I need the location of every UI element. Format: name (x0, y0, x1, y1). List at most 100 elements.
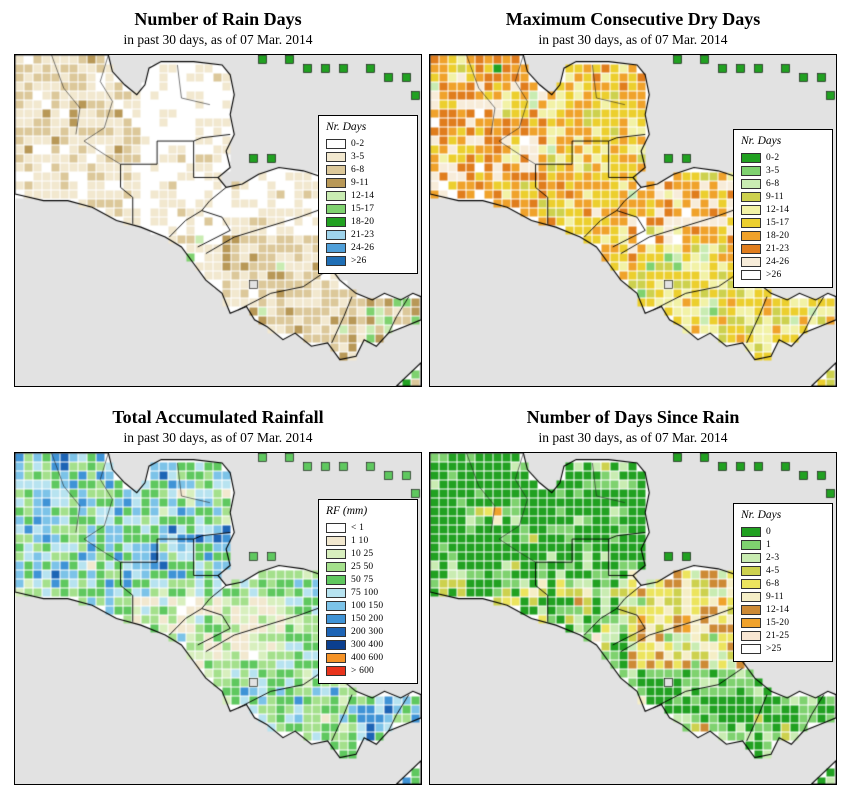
legend-color-swatch (741, 604, 761, 615)
legend-label: 2-3 (766, 552, 780, 563)
legend-label: > 600 (351, 665, 374, 676)
legend-label: >26 (351, 255, 367, 266)
legend-row: 100 150 (326, 599, 410, 612)
legend-label: < 1 (351, 522, 365, 533)
legend-row: 21-25 (741, 629, 825, 642)
legend-row: 25 50 (326, 560, 410, 573)
legend-color-swatch (741, 630, 761, 641)
panel-title: Number of Days Since Rain (526, 407, 740, 427)
legend-row: >26 (741, 268, 825, 281)
legend-dry-days: Nr. Days 0-2 3-5 6-8 9-11 12-14 15-17 18-20 21-2… (733, 129, 833, 288)
panel-rain-days: Number of Rain Days in past 30 days, as … (14, 8, 422, 387)
legend-label: 150 200 (351, 613, 384, 624)
legend-color-swatch (326, 522, 346, 533)
map-days-since-rain: Nr. Days 0 1 2-3 4-5 6-8 9-11 12-14 15-20 21-25 >2… (429, 452, 837, 785)
legend-row: 10 25 (326, 547, 410, 560)
legend-row: 6-8 (741, 177, 825, 190)
panel-title: Total Accumulated Rainfall (112, 407, 324, 427)
legend-rain-days: Nr. Days 0-2 3-5 6-8 9-11 12-14 15-17 18-20 21-2… (318, 115, 418, 274)
legend-row: 15-20 (741, 616, 825, 629)
legend-color-swatch (741, 152, 761, 163)
legend-label: 6-8 (766, 178, 780, 189)
legend-label: 0 (766, 526, 771, 537)
legend-label: 0-2 (766, 152, 780, 163)
legend-row: 6-8 (326, 163, 410, 176)
legend-color-swatch (326, 626, 346, 637)
legend-row: 9-11 (741, 190, 825, 203)
legend-color-swatch (326, 561, 346, 572)
legend-label: 18-20 (351, 216, 375, 227)
legend-row: 24-26 (326, 241, 410, 254)
legend-color-swatch (741, 643, 761, 654)
legend-label: 300 400 (351, 639, 384, 650)
legend-row: 24-26 (741, 255, 825, 268)
legend-color-swatch (326, 574, 346, 585)
legend-label: 18-20 (766, 230, 790, 241)
legend-color-swatch (326, 164, 346, 175)
legend-row: 15-17 (326, 202, 410, 215)
legend-color-swatch (326, 548, 346, 559)
panel-title: Number of Rain Days (134, 9, 302, 29)
legend-row: >25 (741, 642, 825, 655)
legend-row: 21-23 (326, 228, 410, 241)
legend-row: 12-14 (741, 603, 825, 616)
legend-label: 9-11 (766, 591, 784, 602)
legend-row: 3-5 (741, 164, 825, 177)
legend-color-swatch (326, 535, 346, 546)
legend-label: 10 25 (351, 548, 374, 559)
legend-label: 6-8 (351, 164, 365, 175)
legend-label: 4-5 (766, 565, 780, 576)
legend-color-swatch (326, 587, 346, 598)
legend-color-swatch (326, 600, 346, 611)
legend-label: 15-20 (766, 617, 790, 628)
legend-color-swatch (326, 203, 346, 214)
legend-title: Nr. Days (326, 121, 367, 133)
legend-label: 21-23 (351, 229, 375, 240)
legend-color-swatch (326, 242, 346, 253)
legend-label: 12-14 (766, 204, 790, 215)
legend-row: > 600 (326, 664, 410, 677)
legend-color-swatch (741, 243, 761, 254)
map-rain-days: Nr. Days 0-2 3-5 6-8 9-11 12-14 15-17 18-20 21-2… (14, 54, 422, 387)
legend-color-swatch (741, 165, 761, 176)
map-dry-days: Nr. Days 0-2 3-5 6-8 9-11 12-14 15-17 18-20 21-2… (429, 54, 837, 387)
legend-label: 24-26 (351, 242, 375, 253)
legend-label: 21-23 (766, 243, 790, 254)
legend-label: 9-11 (351, 177, 369, 188)
legend-row: 4-5 (741, 564, 825, 577)
legend-row: 200 300 (326, 625, 410, 638)
map-accumulated-rainfall: RF (mm) < 1 1 10 10 25 25 50 50 75 75 100 100 1… (14, 452, 422, 785)
panel-subtitle: in past 30 days, as of 07 Mar. 2014 (538, 32, 728, 47)
legend-label: 400 600 (351, 652, 384, 663)
legend-accumulated-rainfall: RF (mm) < 1 1 10 10 25 25 50 50 75 75 100 100 1… (318, 499, 418, 684)
legend-title: RF (mm) (326, 505, 368, 517)
legend-color-swatch (326, 190, 346, 201)
legend-label: 1 10 (351, 535, 369, 546)
legend-row: 9-11 (326, 176, 410, 189)
legend-color-swatch (741, 178, 761, 189)
legend-label: 50 75 (351, 574, 374, 585)
legend-color-swatch (741, 256, 761, 267)
legend-label: 100 150 (351, 600, 384, 611)
legend-row: 6-8 (741, 577, 825, 590)
legend-row: 0-2 (741, 151, 825, 164)
panel-dry-days: Maximum Consecutive Dry Days in past 30 … (429, 8, 837, 387)
legend-color-swatch (741, 191, 761, 202)
legend-color-swatch (326, 151, 346, 162)
legend-label: 3-5 (766, 165, 780, 176)
legend-color-swatch (741, 526, 761, 537)
legend-label: 25 50 (351, 561, 374, 572)
legend-color-swatch (741, 217, 761, 228)
legend-color-swatch (326, 652, 346, 663)
legend-row: 400 600 (326, 651, 410, 664)
legend-row: 18-20 (326, 215, 410, 228)
legend-color-swatch (326, 665, 346, 676)
legend-row: 0-2 (326, 137, 410, 150)
legend-row: < 1 (326, 521, 410, 534)
legend-color-swatch (741, 591, 761, 602)
legend-color-swatch (326, 229, 346, 240)
panel-accumulated-rainfall: Total Accumulated Rainfall in past 30 da… (14, 406, 422, 785)
legend-label: 0-2 (351, 138, 365, 149)
legend-color-swatch (326, 613, 346, 624)
legend-color-swatch (326, 216, 346, 227)
